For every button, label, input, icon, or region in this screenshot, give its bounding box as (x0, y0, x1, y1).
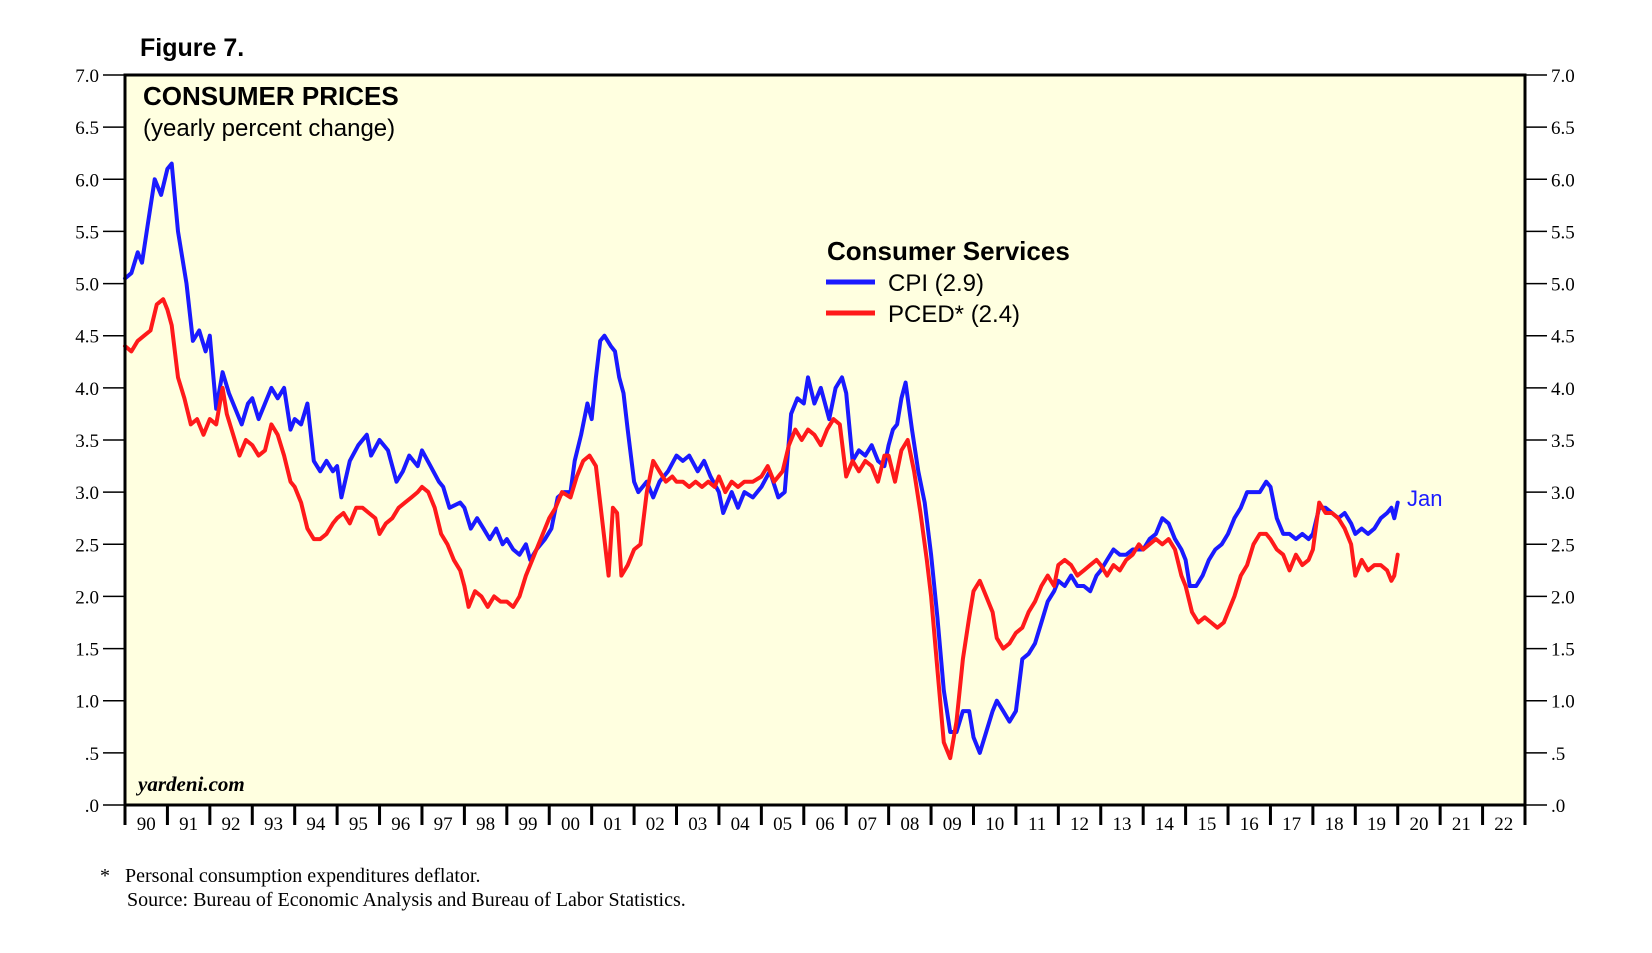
chart-title: CONSUMER PRICES (143, 81, 399, 111)
x-tick-label: 19 (1367, 814, 1386, 835)
x-tick-label: 21 (1452, 814, 1471, 835)
y-tick-label-left: 1.0 (75, 692, 99, 713)
y-tick-label-left: 7.0 (75, 66, 99, 87)
y-tick-label-left: 6.0 (75, 170, 99, 191)
x-tick-label: 02 (646, 814, 665, 835)
x-tick-label: 12 (1070, 814, 1089, 835)
x-tick-label: 95 (349, 814, 368, 835)
y-tick-label-left: 4.5 (75, 327, 99, 348)
watermark: yardeni.com (135, 772, 245, 796)
y-tick-label-right: .5 (1551, 744, 1565, 765)
x-tick-label: 03 (688, 814, 707, 835)
footnote-source: Source: Bureau of Economic Analysis and … (127, 889, 686, 911)
y-tick-label-left: 6.5 (75, 118, 99, 139)
x-tick-label: 20 (1409, 814, 1428, 835)
y-tick-label-right: 3.0 (1551, 483, 1575, 504)
x-tick-label: 04 (731, 814, 751, 835)
legend-label-cpi: CPI (2.9) (888, 270, 984, 297)
footnote-deflator: * Personal consumption expenditures defl… (100, 865, 480, 887)
x-tick-label: 22 (1494, 814, 1513, 835)
x-tick-label: 16 (1240, 814, 1259, 835)
y-tick-label-right: 1.0 (1551, 692, 1575, 713)
chart-subtitle: (yearly percent change) (143, 115, 395, 142)
y-tick-label-left: 1.5 (75, 640, 99, 661)
y-tick-label-right: 4.0 (1551, 379, 1575, 400)
y-tick-label-right: 6.5 (1551, 118, 1575, 139)
x-tick-label: 15 (1197, 814, 1216, 835)
x-tick-label: 18 (1325, 814, 1344, 835)
legend: Consumer Services CPI (2.9) PCED* (2.4) (826, 236, 1070, 328)
y-tick-label-right: 2.5 (1551, 535, 1575, 556)
x-tick-label: 92 (222, 814, 241, 835)
x-tick-label: 91 (179, 814, 198, 835)
x-tick-label: 13 (1112, 814, 1131, 835)
y-tick-label-right: 1.5 (1551, 640, 1575, 661)
x-tick-label: 09 (943, 814, 962, 835)
y-tick-label-left: 2.0 (75, 587, 99, 608)
x-tick-label: 94 (306, 814, 326, 835)
series-group (123, 161, 1400, 761)
y-tick-label-left: 3.0 (75, 483, 99, 504)
legend-label-pced: PCED* (2.4) (888, 301, 1020, 328)
y-tick-label-left: 2.5 (75, 535, 99, 556)
y-tick-label-right: 2.0 (1551, 587, 1575, 608)
x-tick-label: 11 (1028, 814, 1046, 835)
y-axis-left-labels: .0 .5 1.0 1.5 2.0 2.5 3.0 3.5 4.0 4.5 5.0 5.5 6.0 6.5… (75, 66, 99, 817)
y-tick-label-right: 6.0 (1551, 170, 1575, 191)
y-tick-label-right: 5.0 (1551, 275, 1575, 296)
x-tick-label: 96 (391, 814, 410, 835)
y-tick-label-left: 5.0 (75, 275, 99, 296)
plot-frame (123, 73, 1527, 807)
x-tick-label: 00 (561, 814, 580, 835)
x-tick-label: 01 (603, 814, 622, 835)
x-tick-label: 10 (985, 814, 1004, 835)
x-tick-label: 05 (773, 814, 792, 835)
y-tick-label-left: 5.5 (75, 222, 99, 243)
figure-label: Figure 7. (140, 34, 244, 62)
series-line-cpi (123, 161, 1400, 755)
y-tick-label-left: .5 (85, 744, 99, 765)
y-tick-label-right: 5.5 (1551, 222, 1575, 243)
latest-annotation: Jan (1407, 486, 1442, 511)
x-tick-label: 90 (137, 814, 156, 835)
axis-ticks (103, 74, 1547, 825)
x-tick-label: 06 (816, 814, 835, 835)
x-tick-label: 14 (1155, 814, 1175, 835)
x-tick-label: 97 (434, 814, 453, 835)
legend-heading: Consumer Services (827, 236, 1070, 266)
y-tick-label-right: 3.5 (1551, 431, 1575, 452)
x-tick-label: 17 (1282, 814, 1301, 835)
x-tick-label: 08 (900, 814, 919, 835)
x-tick-label: 99 (519, 814, 538, 835)
x-tick-label: 98 (476, 814, 495, 835)
x-tick-label: 93 (264, 814, 283, 835)
series-line-pced (123, 297, 1400, 761)
y-tick-label-right: 7.0 (1551, 66, 1575, 87)
x-tick-label: 07 (858, 814, 877, 835)
x-axis-labels: 90 91 92 93 94 95 96 97 98 99 00 01 02 03 04 05 06 07 08 09… (137, 814, 1514, 835)
y-tick-label-right: .0 (1551, 796, 1565, 817)
y-tick-label-left: 3.5 (75, 431, 99, 452)
y-tick-label-right: 4.5 (1551, 327, 1575, 348)
y-axis-right-labels: .0 .5 1.0 1.5 2.0 2.5 3.0 3.5 4.0 4.5 5.0 5.5 6.0 6.5… (1551, 66, 1575, 817)
y-tick-label-left: 4.0 (75, 379, 99, 400)
y-tick-label-left: .0 (85, 796, 99, 817)
